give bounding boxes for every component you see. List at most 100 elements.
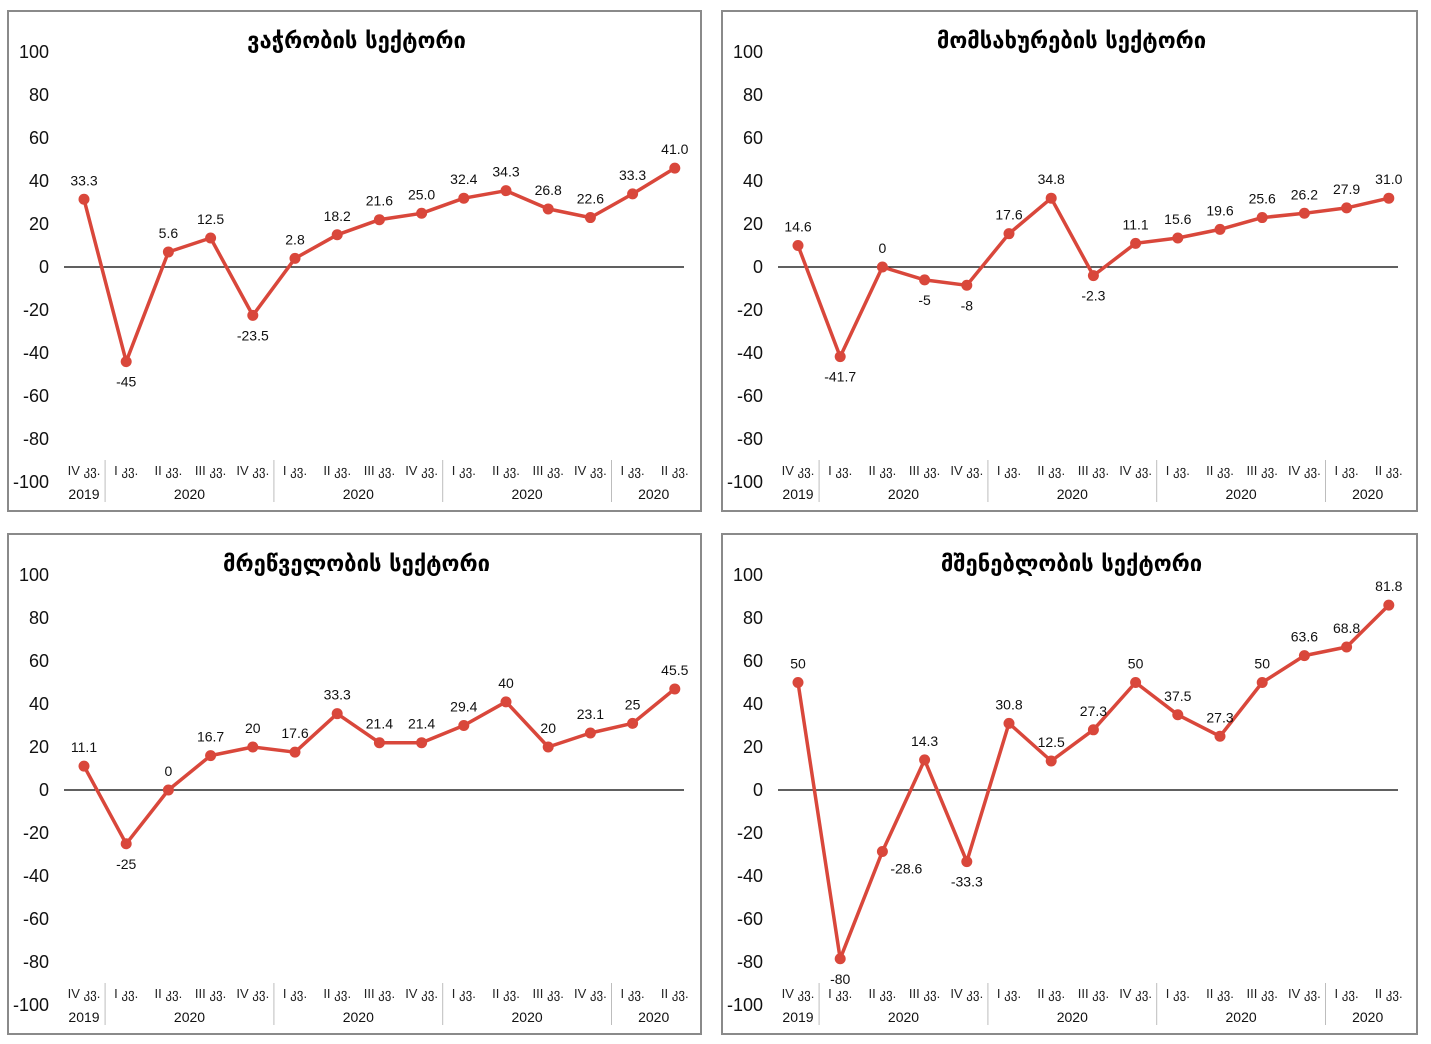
data-label: 81.8 (1375, 578, 1402, 594)
data-point (1172, 232, 1184, 244)
x-tick-label: III კვ. (364, 986, 395, 1002)
x-tick-label: II კვ. (1037, 986, 1065, 1002)
data-label: 16.7 (197, 729, 224, 745)
x-tick-label: II კვ. (1375, 986, 1403, 1002)
chart-panel-services: მომსახურების სექტორი 100 80 60 40 20 0 -20 -40 -6… (721, 10, 1418, 512)
x-tick-label: IV კვ. (950, 463, 983, 479)
y-tick-label: 80 (29, 85, 49, 105)
x-group-label: 2020 (1057, 486, 1088, 502)
x-tick-label: I კვ. (452, 986, 476, 1002)
x-tick-label: II კვ. (155, 986, 183, 1002)
data-point (120, 838, 132, 850)
data-point (1045, 192, 1057, 204)
data-label: 17.6 (995, 207, 1022, 223)
data-label: -80 (830, 971, 850, 987)
x-tick-label: I კვ. (452, 463, 476, 479)
y-tick-label: -40 (23, 866, 49, 886)
data-point (542, 203, 554, 215)
data-label: 40 (498, 675, 514, 691)
y-tick-label: 40 (29, 694, 49, 714)
data-label: 20 (540, 720, 556, 736)
x-tick-label: III კვ. (1078, 986, 1109, 1002)
data-point (1130, 677, 1142, 688)
data-point (1256, 212, 1268, 224)
x-group-label: 2020 (1226, 1009, 1257, 1025)
data-point (78, 760, 90, 772)
y-tick-label: -80 (737, 429, 763, 449)
x-tick-label: IV კვ. (1119, 463, 1152, 479)
data-point (373, 214, 385, 226)
x-tick-label: II კვ. (323, 463, 351, 479)
x-tick-label: II კვ. (492, 463, 520, 479)
data-point (205, 750, 217, 762)
x-tick-label: II კვ. (1037, 463, 1065, 479)
data-point (458, 192, 470, 204)
chart-construction: მშენებლობის სექტორი 100 80 60 40 20 0 -20 -40 -60… (727, 552, 1403, 1025)
x-group-label: 2020 (1226, 486, 1257, 502)
data-point (416, 207, 428, 219)
y-tick-label: -40 (737, 343, 763, 363)
chart-title: მომსახურების სექტორი (937, 29, 1206, 54)
data-point (1087, 724, 1099, 736)
data-label: 50 (790, 656, 806, 672)
y-tick-label: 0 (39, 780, 49, 800)
y-tick-label: 20 (743, 737, 763, 757)
data-point (416, 737, 428, 749)
data-label: 32.4 (450, 171, 477, 187)
x-tick-label: IV კვ. (950, 986, 983, 1002)
data-point (919, 754, 931, 766)
y-tick-label: -20 (23, 300, 49, 320)
data-label: 21.4 (366, 716, 393, 732)
x-tick-label: III კვ. (364, 463, 395, 479)
data-label: -45 (116, 374, 136, 390)
data-point (961, 856, 973, 868)
data-point (1383, 599, 1395, 611)
x-tick-label: III კვ. (195, 463, 226, 479)
data-label: 25.6 (1249, 191, 1276, 207)
x-group-label: 2020 (174, 486, 205, 502)
y-tick-label: -80 (23, 952, 49, 972)
data-label: 20 (245, 720, 261, 736)
data-point (205, 232, 217, 244)
x-tick-label: IV კვ. (405, 463, 438, 479)
x-group-label: 2020 (512, 1009, 543, 1025)
x-tick-label: II კვ. (492, 986, 520, 1002)
x-tick-label: IV კვ. (405, 986, 438, 1002)
x-tick-label: I კვ. (1166, 463, 1190, 479)
y-tick-label: 80 (743, 608, 763, 628)
chart-trade: ვაჭრობის სექტორი 100 80 60 40 20 0 -20 -40 -60 -80… (13, 29, 689, 502)
x-group-label: 2019 (782, 486, 813, 502)
x-tick-label: I კვ. (621, 463, 645, 479)
chart-title: ვაჭრობის სექტორი (247, 29, 466, 54)
y-tick-label: 40 (29, 171, 49, 191)
data-point (1003, 228, 1015, 240)
x-group-label: 2019 (68, 486, 99, 502)
x-tick-label: II კვ. (661, 463, 689, 479)
data-label: 34.8 (1038, 171, 1065, 187)
x-tick-label: I კვ. (1335, 986, 1359, 1002)
y-tick-label: 100 (733, 565, 763, 585)
data-point (584, 212, 596, 224)
data-point (792, 240, 804, 251)
data-point (373, 737, 385, 749)
data-point (876, 261, 888, 273)
y-tick-label: -80 (737, 952, 763, 972)
y-tick-label: 0 (39, 257, 49, 277)
x-tick-label: III კვ. (1247, 463, 1278, 479)
data-label: 31.0 (1375, 171, 1402, 187)
data-label: 14.3 (911, 733, 938, 749)
data-label: -5 (918, 292, 931, 308)
data-label: 0 (165, 763, 173, 779)
data-label: 50 (1128, 656, 1144, 672)
data-label: 12.5 (197, 211, 224, 227)
data-point (120, 356, 132, 368)
data-label: 18.2 (324, 208, 351, 224)
data-label: 50 (1254, 656, 1270, 672)
x-tick-label: III კვ. (533, 463, 564, 479)
x-tick-label: II კვ. (661, 986, 689, 1002)
data-point (331, 708, 343, 720)
y-tick-label: 40 (743, 171, 763, 191)
x-group-label: 2020 (343, 1009, 374, 1025)
x-tick-label: IV კვ. (236, 986, 269, 1002)
data-point (289, 252, 301, 264)
